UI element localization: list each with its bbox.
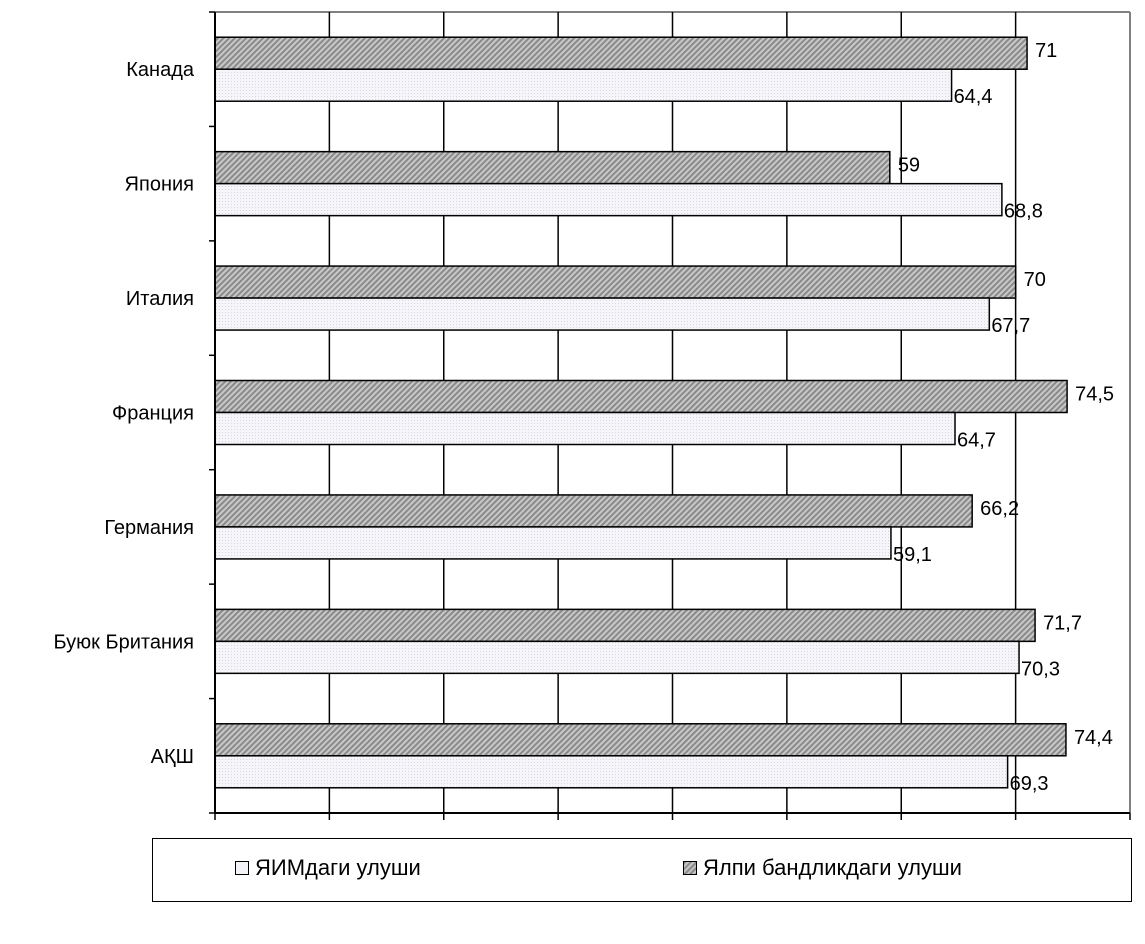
- bar-gdp-share: [214, 297, 991, 331]
- bars: [214, 36, 1068, 789]
- bar-employment-share: [214, 494, 973, 528]
- bar-employment-share: [214, 608, 1036, 643]
- x-tick-label: 70: [1005, 827, 1027, 830]
- legend-swatch-gdp-share: [235, 861, 249, 875]
- data-label: 70,3: [1021, 658, 1060, 680]
- data-label: 68,8: [1004, 201, 1043, 223]
- category-label: Франция: [112, 403, 194, 425]
- bar-gdp-share: [214, 68, 953, 102]
- x-tick-label: 0: [209, 827, 220, 830]
- data-label: 66,2: [980, 498, 1019, 520]
- data-label: 70: [1024, 269, 1046, 291]
- bar-employment-share: [214, 36, 1028, 70]
- legend-item-employment-share: Ялпи бандликдаги улуши: [683, 855, 962, 881]
- x-tick-label: 50: [776, 827, 798, 830]
- bar-employment-share: [214, 379, 1068, 414]
- bar-gdp-share: [214, 526, 892, 560]
- data-label: 69,3: [1010, 773, 1049, 795]
- labels: 0 10 20 30 40 50 60 70 80 Канада 71 64,4 Япония 59 68,…: [53, 40, 1141, 830]
- x-tick-label: 30: [547, 827, 569, 830]
- category-label: Япония: [125, 174, 194, 196]
- data-label: 71,7: [1043, 612, 1082, 634]
- axes: [209, 11, 1131, 820]
- bar-gdp-share: [214, 755, 1009, 789]
- legend-label-employment-share: Ялпи бандликдаги улуши: [703, 855, 962, 880]
- category-label: Италия: [126, 288, 194, 310]
- data-label: 67,7: [991, 315, 1030, 337]
- legend-item-gdp-share: ЯИМдаги улуши: [235, 855, 421, 881]
- bar-employment-share: [214, 723, 1067, 757]
- data-label: 59: [898, 155, 920, 177]
- bar-gdp-share: [214, 411, 956, 446]
- data-label: 71: [1035, 40, 1057, 62]
- bar-gdp-share: [214, 182, 1003, 217]
- x-tick-label: 40: [661, 827, 683, 830]
- data-label: 64,4: [954, 86, 993, 108]
- x-tick-label: 60: [890, 827, 912, 830]
- data-label: 74,5: [1075, 384, 1114, 406]
- category-label: АҚШ: [151, 746, 194, 768]
- bar-gdp-share: [214, 640, 1020, 675]
- category-label: Канада: [126, 59, 195, 81]
- bar-chart: 0 10 20 30 40 50 60 70 80 Канада 71 64,4 Япония 59 68,…: [53, 11, 1141, 830]
- category-label: Буюк Британия: [53, 631, 194, 653]
- x-tick-label: 20: [433, 827, 455, 830]
- data-label: 64,7: [957, 430, 996, 452]
- data-label: 59,1: [893, 544, 932, 566]
- x-tick-label: 80: [1119, 827, 1141, 830]
- data-label: 74,4: [1074, 727, 1113, 749]
- legend-label-gdp-share: ЯИМдаги улуши: [255, 855, 421, 880]
- category-label: Германия: [104, 517, 194, 539]
- x-tick-label: 10: [318, 827, 340, 830]
- bar-employment-share: [214, 150, 891, 185]
- legend-swatch-employment-share: [683, 861, 697, 875]
- bar-employment-share: [214, 265, 1017, 299]
- legend: ЯИМдаги улуши Ялпи бандликдаги улуши: [152, 838, 1132, 902]
